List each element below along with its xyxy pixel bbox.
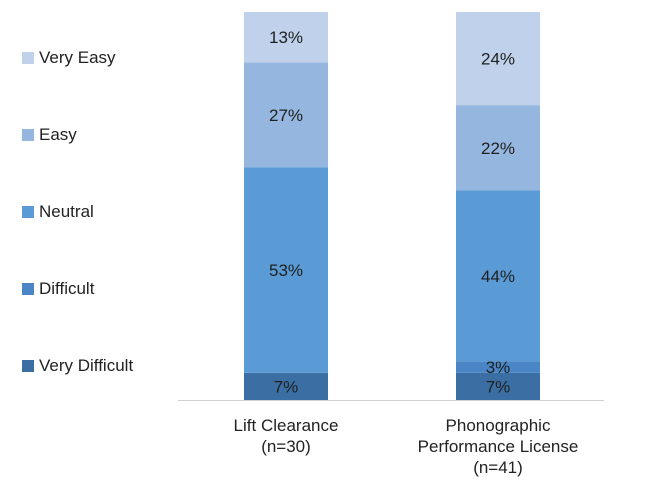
bar-segment-very-difficult-1	[456, 372, 540, 400]
data-label-easy-1: 22%	[481, 139, 515, 158]
bar-segment-easy-1	[456, 105, 540, 191]
legend-item-very-difficult: Very Difficult	[22, 355, 133, 377]
bar-segment-difficult-1	[456, 361, 540, 373]
legend-swatch	[22, 283, 34, 295]
data-label-very-difficult-0: 7%	[274, 377, 299, 396]
data-label-very-easy-0: 13%	[269, 28, 303, 47]
legend-label: Very Easy	[39, 48, 116, 67]
x-tick-label-line: (n=30)	[261, 437, 311, 456]
x-tick-label-line: (n=41)	[473, 458, 523, 477]
bar-segment-neutral-1	[456, 190, 540, 362]
data-label-easy-0: 27%	[269, 106, 303, 125]
legend-swatch	[22, 360, 34, 372]
data-label-very-easy-1: 24%	[481, 50, 515, 69]
legend-label: Very Difficult	[39, 356, 134, 375]
data-label-neutral-1: 44%	[481, 267, 515, 286]
legend-item-very-easy: Very Easy	[22, 47, 116, 69]
bar-segment-very-easy-0	[244, 12, 328, 63]
x-tick-label-1: Phonographic Performance License (n=41)	[388, 415, 608, 478]
x-tick-label-0: Lift Clearance (n=30)	[176, 415, 396, 457]
legend-swatch	[22, 52, 34, 64]
legend-item-neutral: Neutral	[22, 201, 94, 223]
x-tick-label-line: Performance License	[417, 437, 579, 456]
data-label-neutral-0: 53%	[269, 261, 303, 280]
legend-swatch	[22, 206, 34, 218]
bar-segment-neutral-0	[244, 167, 328, 373]
bar-segment-easy-0	[244, 62, 328, 168]
legend: Very Easy Easy Neutral Difficult Very Diffic…	[22, 0, 192, 489]
data-label-difficult-1: 3%	[486, 358, 511, 377]
legend-label: Easy	[39, 125, 77, 144]
bar-segment-very-difficult-0	[244, 372, 328, 400]
legend-label: Difficult	[39, 279, 95, 298]
legend-swatch	[22, 129, 34, 141]
legend-label: Neutral	[39, 202, 94, 221]
x-tick-label-line: Lift Clearance	[233, 416, 339, 435]
bars-group: 7%53%27%13%7%3%44%22%24%	[244, 12, 540, 400]
bar-segment-very-easy-1	[456, 12, 540, 106]
legend-item-difficult: Difficult	[22, 278, 94, 300]
data-label-very-difficult-1: 7%	[486, 377, 511, 396]
legend-item-easy: Easy	[22, 124, 77, 146]
x-tick-label-line: Phonographic	[445, 416, 551, 435]
